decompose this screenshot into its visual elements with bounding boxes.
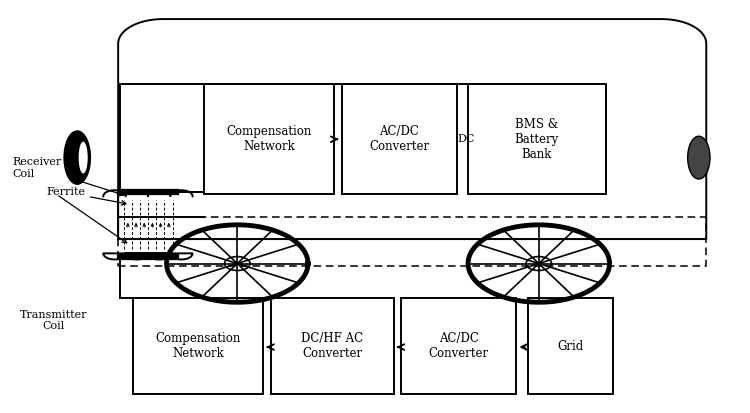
Text: DC: DC xyxy=(458,134,475,144)
Text: Compensation
Network: Compensation Network xyxy=(155,332,241,360)
Bar xyxy=(527,298,614,394)
Bar xyxy=(118,217,706,266)
Text: DC/HF AC
Converter: DC/HF AC Converter xyxy=(302,332,363,360)
Bar xyxy=(468,84,606,194)
Ellipse shape xyxy=(688,136,710,179)
Bar xyxy=(401,298,517,394)
Bar xyxy=(204,84,334,194)
Text: Ferrite: Ferrite xyxy=(46,187,126,205)
Text: AC/DC
Converter: AC/DC Converter xyxy=(369,125,429,153)
Text: Grid: Grid xyxy=(557,339,584,353)
Bar xyxy=(271,298,394,394)
Text: BMS &
Battery
Bank: BMS & Battery Bank xyxy=(514,118,559,161)
Text: Transmitter
Coil: Transmitter Coil xyxy=(20,310,87,331)
Ellipse shape xyxy=(64,131,90,184)
Text: Receiver
Coil: Receiver Coil xyxy=(13,157,62,178)
Text: Compensation
Network: Compensation Network xyxy=(226,125,311,153)
Polygon shape xyxy=(118,19,706,239)
Text: AC/DC
Converter: AC/DC Converter xyxy=(429,332,489,360)
Ellipse shape xyxy=(79,142,88,173)
Bar xyxy=(133,298,263,394)
Bar xyxy=(341,84,457,194)
